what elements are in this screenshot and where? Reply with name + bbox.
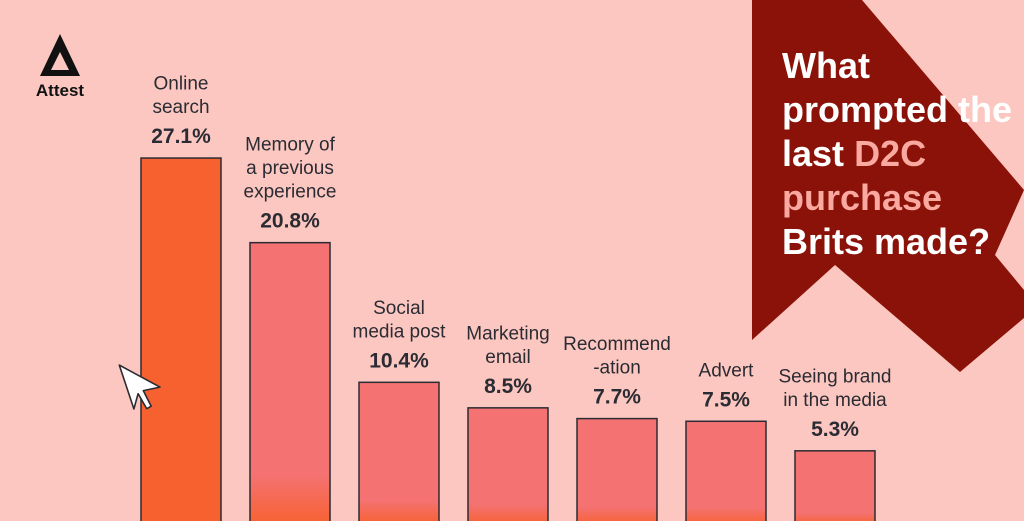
bar-value-label: 20.8% — [260, 210, 320, 233]
bar-category-label: experience — [244, 182, 337, 203]
bar-category-label: search — [152, 97, 209, 118]
attest-logo-icon — [40, 34, 80, 76]
headline-highlight: D2C purchase — [782, 133, 943, 218]
bar-category-label: -ation — [593, 358, 641, 379]
bar-value-label: 8.5% — [484, 375, 532, 398]
bar-category-label: Memory of — [245, 135, 335, 156]
bar-category-label: Advert — [699, 360, 755, 381]
headline-part1: What prompted the last — [782, 45, 1012, 174]
bar-category-label: Marketing — [466, 323, 549, 344]
bar — [249, 241, 331, 521]
bar-value-label: 27.1% — [151, 125, 211, 148]
bar-category-label: Social — [373, 298, 425, 319]
bar — [685, 420, 767, 521]
bar-category-label: email — [485, 347, 530, 368]
bar — [358, 381, 440, 521]
bar-value-label: 10.4% — [369, 349, 429, 372]
bar-category-label: in the media — [783, 390, 887, 411]
bar — [794, 450, 876, 521]
bar-category-label: a previous — [246, 158, 334, 179]
bar — [467, 407, 549, 521]
pointer-cursor-icon — [118, 364, 161, 410]
bar-category-label: Seeing brand — [778, 366, 891, 387]
attest-logo: Attest — [36, 34, 85, 100]
bar-value-label: 5.3% — [811, 418, 859, 441]
headline: What prompted the last D2C purchase Brit… — [782, 44, 1012, 264]
bar-value-label: 7.5% — [702, 388, 750, 411]
bar-value-label: 7.7% — [593, 386, 641, 409]
bar — [576, 417, 658, 521]
brand-name: Attest — [36, 81, 85, 100]
bar-category-label: Online — [154, 74, 209, 95]
bar — [140, 157, 222, 521]
bar-category-label: Recommend — [563, 334, 671, 355]
bars — [140, 157, 876, 521]
bar-category-label: media post — [353, 321, 447, 342]
headline-part2: Brits made? — [782, 221, 991, 262]
cursor-arrow-icon — [752, 0, 1024, 372]
